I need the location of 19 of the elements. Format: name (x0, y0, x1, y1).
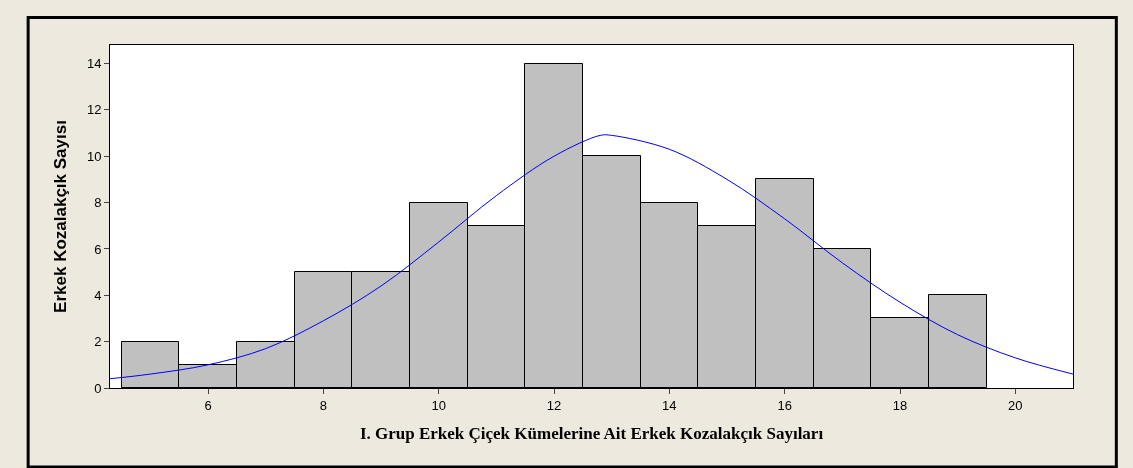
y-tick-label: 8 (94, 195, 102, 211)
x-tick-label: 8 (319, 397, 327, 413)
x-tick-label: 10 (431, 397, 446, 413)
x-axis-title: I. Grup Erkek Çiçek Kümelerine Ait Erkek Kozalakçık Sayıları (359, 424, 824, 443)
y-tick-label: 6 (94, 241, 102, 257)
y-tick-label: 0 (94, 380, 102, 396)
x-tick-label: 14 (662, 397, 677, 413)
y-tick-label: 12 (86, 102, 102, 118)
y-axis-title: Erkek Kozalakçık Sayısı (51, 120, 71, 313)
y-tick-label: 10 (86, 148, 102, 164)
x-tick-label: 18 (892, 397, 908, 413)
line-series (110, 134, 1073, 380)
x-tick-label: 16 (777, 397, 792, 413)
y-tick-label: 4 (94, 287, 102, 303)
x-tick-label: 20 (1008, 397, 1023, 413)
y-tick-label: 14 (86, 56, 102, 72)
x-tick-label: 6 (204, 397, 212, 413)
y-tick-label: 2 (94, 334, 102, 350)
x-tick-label: 12 (546, 397, 562, 413)
